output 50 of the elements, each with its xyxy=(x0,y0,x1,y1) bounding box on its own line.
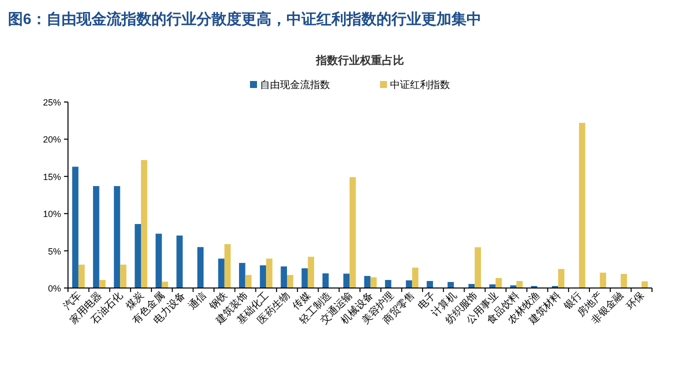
legend-label: 中证红利指数 xyxy=(390,79,450,91)
bar xyxy=(620,274,627,288)
bar xyxy=(176,236,183,288)
y-tick-label: 25% xyxy=(42,98,61,108)
bar xyxy=(600,272,606,288)
bar xyxy=(412,268,418,288)
bar xyxy=(370,277,377,288)
chart-subtitle: 指数行业权重占比 xyxy=(315,54,404,67)
bar xyxy=(448,282,454,288)
bar xyxy=(308,256,314,288)
bar xyxy=(343,274,350,288)
y-tick-label: 20% xyxy=(42,134,61,145)
y-tick-label: 15% xyxy=(42,172,61,182)
legend-label: 自由现金流指数 xyxy=(260,79,330,91)
bar xyxy=(72,166,78,288)
bar xyxy=(385,280,392,288)
bar xyxy=(99,280,106,288)
bar xyxy=(260,265,266,288)
bar xyxy=(141,160,148,288)
bar xyxy=(114,186,120,288)
y-tick-label: 0% xyxy=(48,284,61,294)
bar xyxy=(302,268,308,288)
bar xyxy=(93,186,100,288)
bar xyxy=(162,282,168,288)
bar xyxy=(579,122,586,288)
bar xyxy=(426,281,433,288)
chart-title: 图6：自由现金流指数的行业分散度更高，中证红利指数的行业更加集中 xyxy=(8,10,482,28)
bar xyxy=(156,234,162,288)
bar xyxy=(134,224,141,288)
bar xyxy=(239,262,246,288)
bar xyxy=(120,264,126,288)
y-tick-label: 10% xyxy=(42,209,61,220)
bar xyxy=(280,266,287,288)
bar xyxy=(197,247,204,288)
bar xyxy=(218,258,224,288)
bar xyxy=(266,258,272,288)
bar xyxy=(245,274,252,288)
bar xyxy=(364,276,370,288)
bar xyxy=(78,264,85,288)
x-tick-label: 环保 xyxy=(624,290,647,312)
bar xyxy=(224,244,231,288)
bar xyxy=(287,274,294,288)
bar xyxy=(350,177,356,288)
bar xyxy=(474,247,481,288)
y-tick-label: 5% xyxy=(48,246,61,256)
bar xyxy=(642,281,648,288)
bar xyxy=(496,278,502,288)
bar xyxy=(322,273,329,288)
x-tick-label: 通信 xyxy=(186,290,209,312)
bar xyxy=(558,268,564,288)
